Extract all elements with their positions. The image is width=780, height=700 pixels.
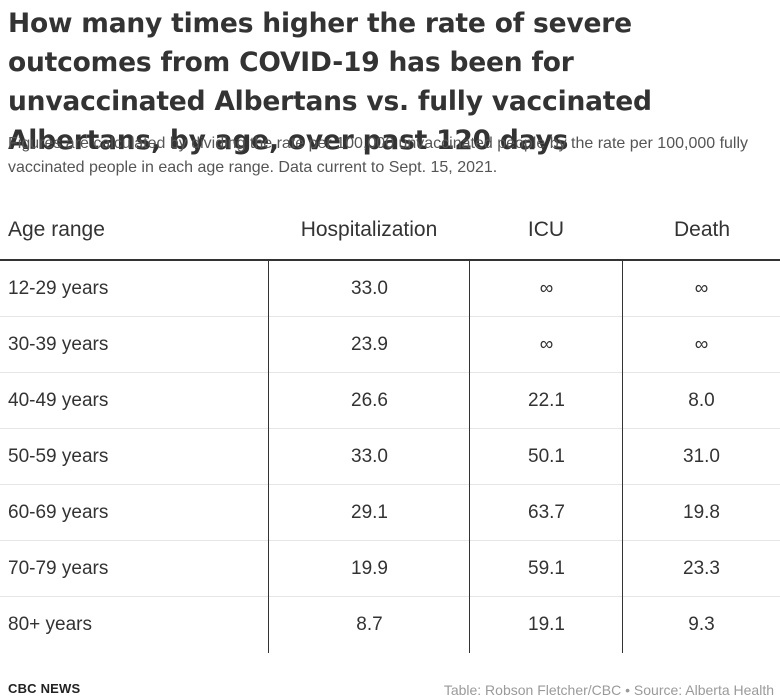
- hospitalization-cell: 33.0: [268, 429, 470, 485]
- brand-logo: CBC NEWS: [8, 681, 81, 696]
- chart-title: How many times higher the rate of severe…: [8, 8, 652, 156]
- age-range-cell: 30-39 years: [8, 334, 109, 355]
- death-cell: 19.8: [622, 485, 780, 541]
- icu-cell: ∞: [469, 261, 623, 317]
- age-range-cell: 12-29 years: [8, 278, 109, 299]
- icu-cell: 63.7: [469, 485, 623, 541]
- death-cell: ∞: [622, 261, 780, 317]
- death-cell: ∞: [622, 317, 780, 373]
- table-row: 80+ years 8.7 19.1 9.3: [0, 597, 780, 653]
- hospitalization-cell: 19.9: [268, 541, 470, 597]
- column-header-age-range: Age range: [8, 218, 105, 241]
- age-range-cell: 80+ years: [8, 614, 92, 635]
- table-row: 40-49 years 26.6 22.1 8.0: [0, 373, 780, 429]
- age-range-cell: 50-59 years: [8, 446, 109, 467]
- column-header-hospitalization: Hospitalization: [300, 218, 438, 241]
- icu-cell: ∞: [469, 317, 623, 373]
- table-row: 30-39 years 23.9 ∞ ∞: [0, 317, 780, 373]
- age-range-cell: 60-69 years: [8, 502, 109, 523]
- chart-subtitle: Figures are calculated by dividing the r…: [8, 135, 749, 176]
- table-header: Age range Hospitalization ICU Death: [0, 205, 780, 261]
- table-row: 70-79 years 19.9 59.1 23.3: [0, 541, 780, 597]
- icu-cell: 50.1: [469, 429, 623, 485]
- death-cell: 9.3: [622, 597, 780, 653]
- hospitalization-cell: 8.7: [268, 597, 470, 653]
- death-cell: 8.0: [622, 373, 780, 429]
- death-cell: 31.0: [622, 429, 780, 485]
- table-row: 50-59 years 33.0 50.1 31.0: [0, 429, 780, 485]
- icu-cell: 59.1: [469, 541, 623, 597]
- age-range-cell: 40-49 years: [8, 390, 109, 411]
- column-header-death: Death: [673, 218, 731, 241]
- hospitalization-cell: 33.0: [268, 261, 470, 317]
- age-range-cell: 70-79 years: [8, 558, 109, 579]
- table-row: 12-29 years 33.0 ∞ ∞: [0, 261, 780, 317]
- source-credit: Table: Robson Fletcher/CBC • Source: Alb…: [443, 682, 774, 698]
- table-body: 12-29 years 33.0 ∞ ∞ 30-39 years 23.9 ∞ ∞ 40-49 …: [0, 261, 780, 653]
- icu-cell: 19.1: [469, 597, 623, 653]
- hospitalization-cell: 29.1: [268, 485, 470, 541]
- table-row: 60-69 years 29.1 63.7 19.8: [0, 485, 780, 541]
- hospitalization-cell: 26.6: [268, 373, 470, 429]
- column-header-icu: ICU: [527, 218, 565, 241]
- hospitalization-cell: 23.9: [268, 317, 470, 373]
- death-cell: 23.3: [622, 541, 780, 597]
- icu-cell: 22.1: [469, 373, 623, 429]
